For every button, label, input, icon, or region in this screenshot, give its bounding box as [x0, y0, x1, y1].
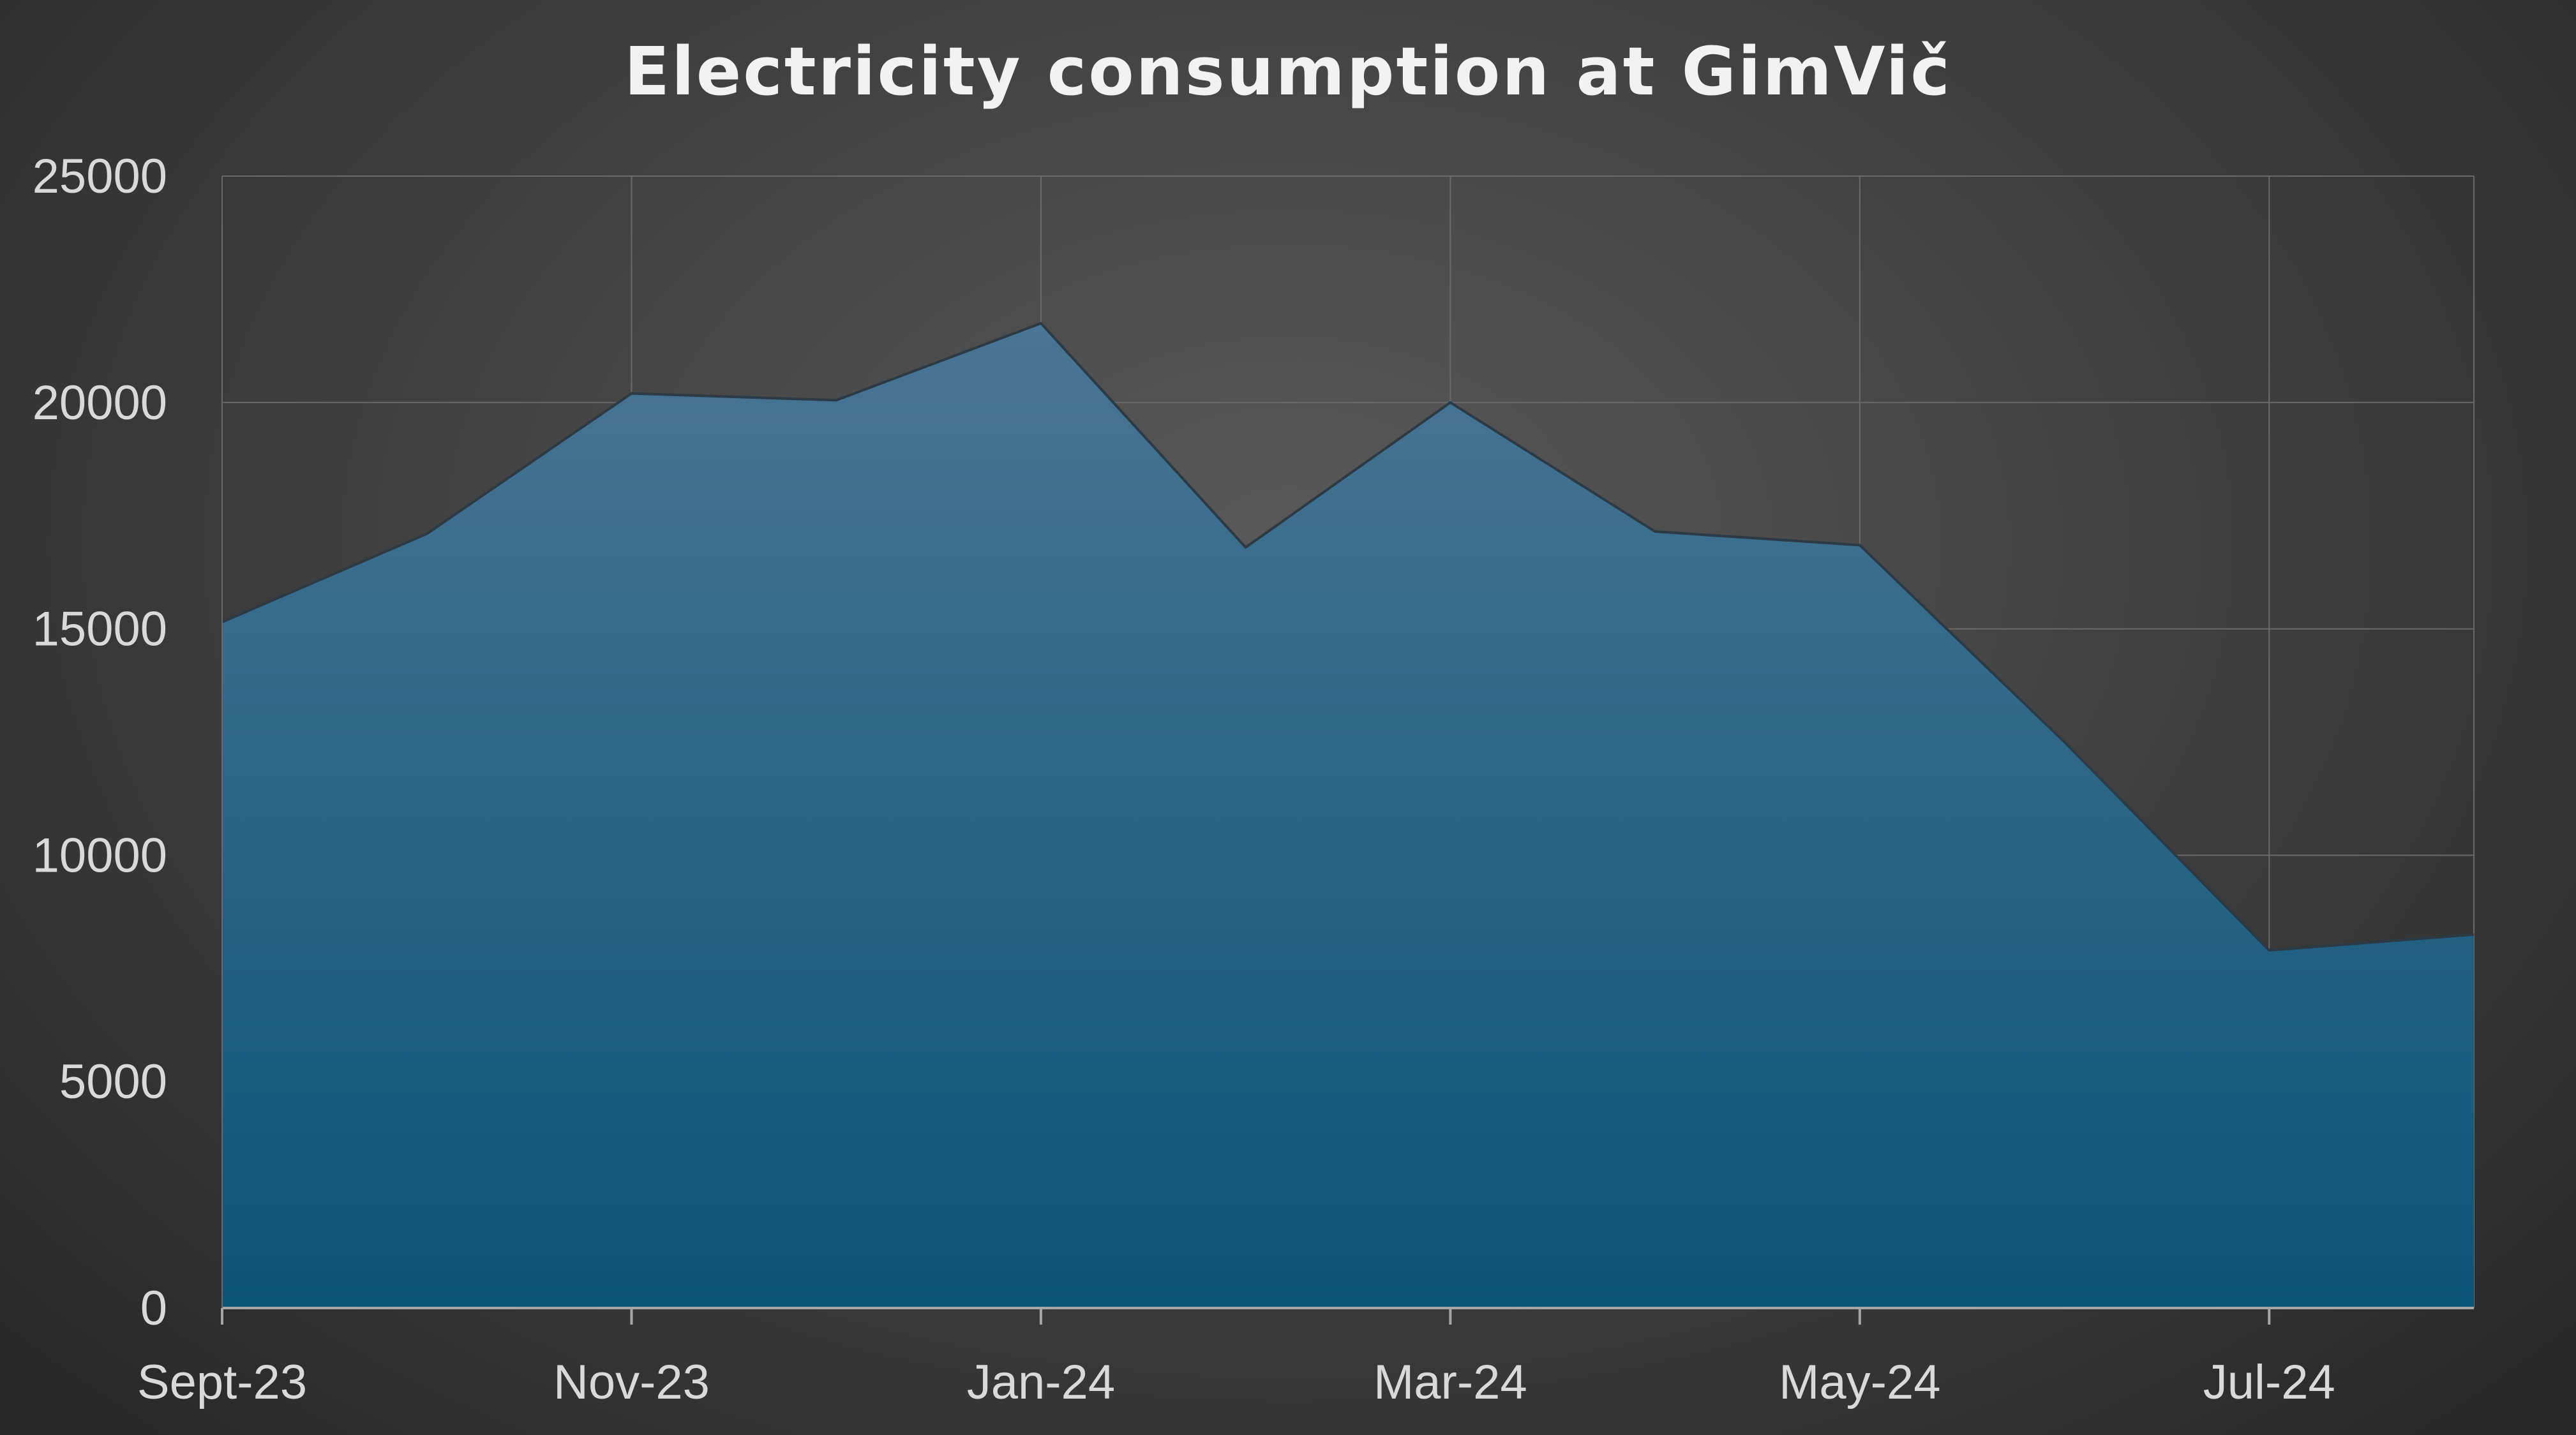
area-series — [221, 322, 2476, 1308]
tick-labels: 0 5000 10000 15000 20000 25000 Sept-23 Nov-23 Ja… — [33, 149, 2335, 1409]
data-point-dec-23 — [834, 398, 838, 402]
data-point-aug-24 — [2472, 933, 2476, 937]
y-tick-label: 0 — [140, 1281, 167, 1335]
axes — [221, 176, 2474, 1325]
chart-title: Electricity consumption at GimVič — [624, 33, 1952, 110]
data-point-jul-24 — [2267, 948, 2271, 952]
data-point-may-24 — [1858, 543, 1862, 547]
x-tick-label: Mar-24 — [1374, 1355, 1527, 1409]
data-point-feb-24 — [1244, 546, 1248, 549]
data-point-apr-24 — [1653, 530, 1657, 533]
x-tick-label: May-24 — [1779, 1355, 1940, 1409]
data-point-jun-24 — [2063, 740, 2067, 744]
x-tick-label: Jan-24 — [967, 1355, 1115, 1409]
data-point-mar-24 — [1448, 401, 1452, 405]
data-point-jan-24 — [1039, 322, 1043, 325]
y-tick-label: 10000 — [33, 828, 167, 882]
area-fill — [222, 323, 2474, 1308]
y-tick-label: 15000 — [33, 602, 167, 657]
data-point-oct-23 — [425, 532, 429, 536]
x-tick-label: Nov-23 — [553, 1355, 710, 1409]
y-tick-label: 20000 — [33, 376, 167, 430]
x-tick-label: Sept-23 — [137, 1355, 307, 1409]
x-tick-label: Jul-24 — [2203, 1355, 2335, 1409]
y-tick-label: 25000 — [33, 149, 167, 204]
data-point-nov-23 — [629, 392, 633, 396]
series-line — [221, 322, 2475, 952]
y-tick-label: 5000 — [59, 1055, 167, 1109]
